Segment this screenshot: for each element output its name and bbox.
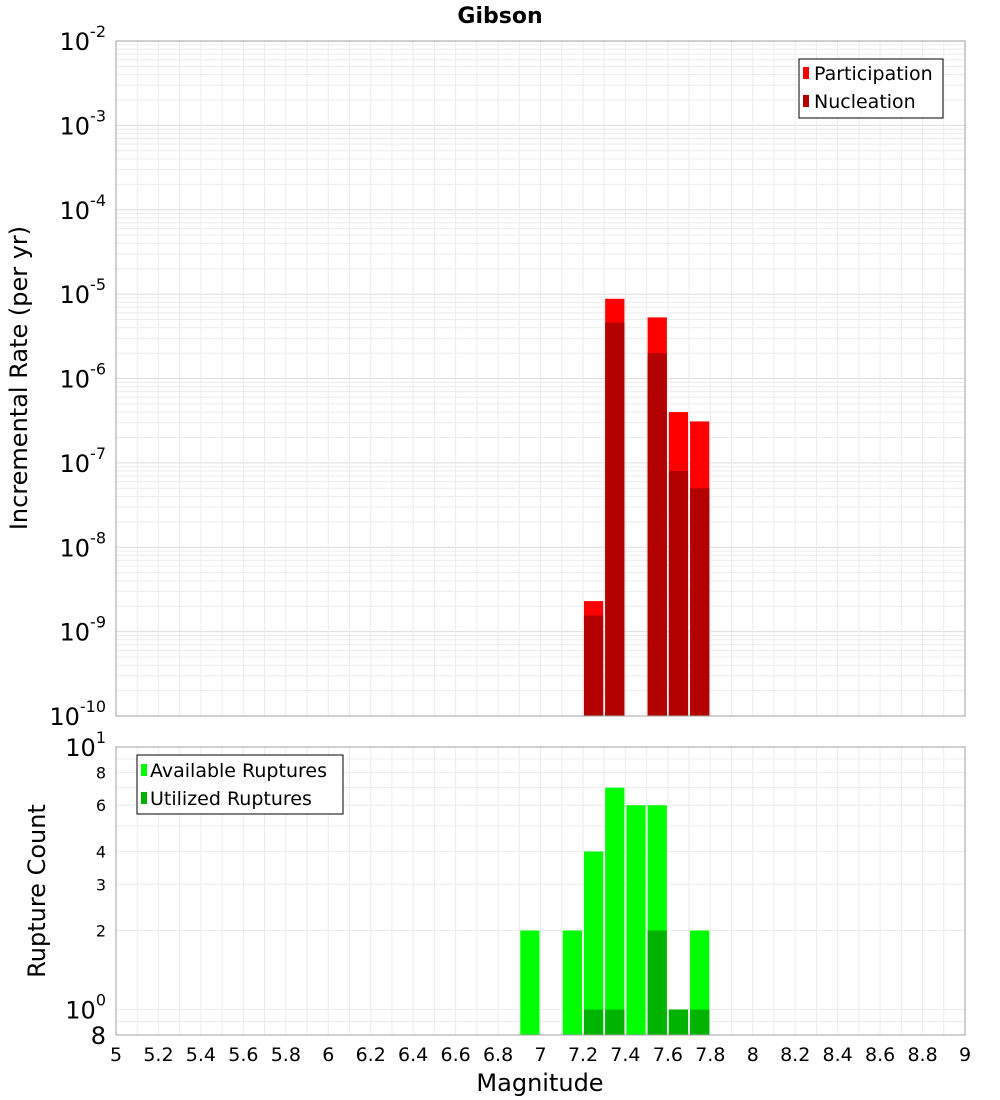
rate-y-tick-label: 10-10 — [49, 697, 106, 731]
nucleation-bar — [669, 471, 688, 716]
x-tick-label: 8.2 — [780, 1044, 810, 1066]
nucleation-bar — [605, 323, 624, 716]
rate-panel: 10-2 10-3 10-4 10-5 10-6 10-7 10-8 10-9 10-10 In… — [5, 22, 965, 731]
count-legend: Available Ruptures Utilized Ruptures — [137, 755, 343, 814]
count-y-tick-label: 100 — [65, 991, 106, 1025]
utilized-ruptures-bar — [605, 1010, 624, 1035]
x-tick-label: 5.4 — [186, 1044, 216, 1066]
chart-title: Gibson — [457, 4, 542, 29]
x-tick-label: 7 — [534, 1044, 546, 1066]
rate-y-tick-label: 10-6 — [60, 360, 107, 394]
x-tick-label: 6.6 — [440, 1044, 470, 1066]
available-ruptures-bar — [520, 931, 539, 1035]
count-y-tick-label: 101 — [65, 728, 106, 762]
x-tick-label: 9 — [959, 1044, 971, 1066]
rate-legend-label: Nucleation — [814, 91, 916, 113]
x-tick-label: 5.8 — [271, 1044, 301, 1066]
rate-y-tick-label: 10-9 — [60, 613, 107, 647]
count-legend-swatch — [141, 792, 147, 804]
x-tick-label: 8.6 — [865, 1044, 895, 1066]
available-ruptures-bar — [584, 851, 603, 1035]
count-y-tick-label: 4 — [96, 842, 106, 861]
rate-legend: Participation Nucleation — [799, 59, 943, 118]
count-y-tick-label: 2 — [96, 922, 106, 941]
x-tick-label: 8.8 — [907, 1044, 937, 1066]
x-tick-label: 6.2 — [356, 1044, 386, 1066]
rate-y-tick-label: 10-7 — [60, 444, 107, 478]
nucleation-bar — [584, 616, 603, 716]
count-legend-swatch — [141, 764, 147, 776]
x-tick-label: 8 — [747, 1044, 759, 1066]
nucleation-bar — [648, 353, 667, 716]
count-y-tick-label: 3 — [96, 875, 106, 894]
rate-y-tick-label: 10-8 — [60, 528, 107, 562]
count-y-axis-label: Rupture Count — [23, 804, 51, 978]
rate-y-axis-label: Incremental Rate (per yr) — [5, 226, 33, 530]
available-ruptures-bar — [605, 788, 624, 1035]
rate-grid — [116, 41, 965, 716]
nucleation-bar — [690, 488, 709, 716]
available-ruptures-bar — [563, 931, 582, 1035]
rate-y-tick-label: 10-5 — [60, 275, 107, 309]
utilized-ruptures-bar — [584, 1010, 603, 1035]
count-y-tick-label: 6 — [96, 796, 106, 815]
x-tick-label: 6 — [322, 1044, 334, 1066]
x-tick-label: 7.8 — [695, 1044, 725, 1066]
rate-y-tick-labels: 10-2 10-3 10-4 10-5 10-6 10-7 10-8 10-9 10-10 — [49, 22, 106, 731]
count-y-tick-label: 8 — [96, 763, 106, 782]
x-tick-label: 6.4 — [398, 1044, 428, 1066]
x-tick-label: 7.4 — [610, 1044, 640, 1066]
rate-y-tick-label: 10-3 — [60, 106, 107, 140]
rate-y-tick-label: 10-2 — [60, 22, 107, 56]
utilized-ruptures-bar — [648, 931, 667, 1035]
count-y-tick-label: 8 — [91, 1022, 106, 1050]
x-tick-label: 5.6 — [228, 1044, 258, 1066]
x-tick-label: 5 — [110, 1044, 122, 1066]
x-tick-label: 5.2 — [143, 1044, 173, 1066]
rate-legend-swatch — [803, 95, 809, 107]
x-tick-label: 7.2 — [568, 1044, 598, 1066]
rate-legend-swatch — [803, 67, 809, 79]
x-tick-label: 8.4 — [823, 1044, 853, 1066]
utilized-ruptures-bar — [690, 1010, 709, 1035]
count-legend-label: Available Ruptures — [150, 760, 327, 782]
available-ruptures-bar — [626, 805, 645, 1035]
x-axis-label: Magnitude — [476, 1069, 603, 1097]
count-legend-label: Utilized Ruptures — [150, 788, 312, 810]
x-tick-label: 7.6 — [653, 1044, 683, 1066]
x-tick-label: 6.8 — [483, 1044, 513, 1066]
rate-legend-label: Participation — [814, 63, 933, 85]
rate-y-tick-label: 10-4 — [60, 191, 107, 225]
utilized-ruptures-bar — [669, 1010, 688, 1035]
x-tick-labels: 5 5.2 5.4 5.6 5.8 6 6.2 6.4 6.6 6.8 7 7.2 7.4 7.6 7.8 8… — [110, 1044, 971, 1066]
